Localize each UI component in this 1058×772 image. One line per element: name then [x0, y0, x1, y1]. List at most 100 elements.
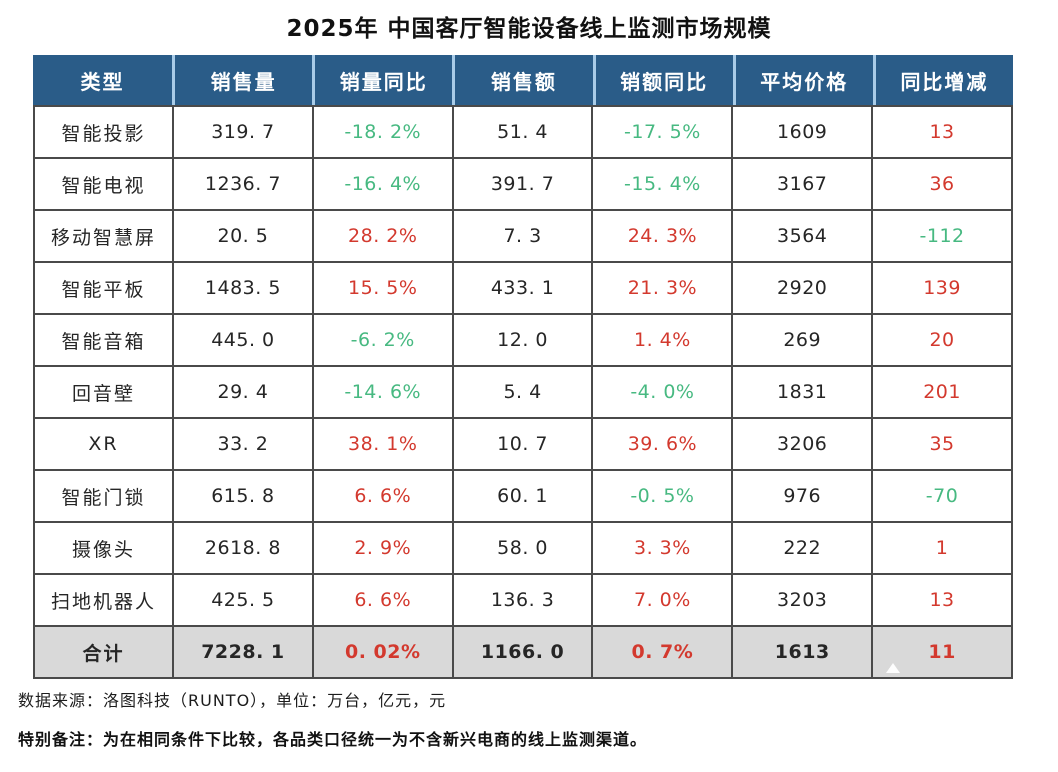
row-label: 智能平板	[33, 261, 174, 315]
table-cell: 2920	[731, 261, 874, 315]
table-cell: 5. 4	[451, 365, 594, 419]
table-cell: 3206	[731, 417, 874, 471]
table-cell: 1613	[731, 625, 874, 679]
table-cell: -4. 0%	[591, 365, 734, 419]
table-cell: 39. 6%	[591, 417, 734, 471]
row-label: 移动智慧屏	[33, 209, 174, 263]
table-cell: 976	[731, 469, 874, 523]
special-remark-note: 特别备注：为在相同条件下比较，各品类口径统一为不含新兴电商的线上监测渠道。	[18, 730, 648, 749]
row-label: 摄像头	[33, 521, 174, 575]
table-cell: 21. 3%	[591, 261, 734, 315]
column-header-0: 类型	[80, 69, 125, 94]
column-header-6: 同比增减	[872, 55, 1013, 105]
table-cell: 28. 2%	[311, 209, 454, 263]
row-label: 智能音箱	[33, 313, 174, 367]
market-table: 类型 销售量 销量同比 销售额 销额同比 平均价格 同比增减 智能投影 319. 7 -18. …	[33, 55, 1013, 679]
table-row: 摄像头 2618. 8 2. 9% 58. 0 3. 3% 222 1	[33, 521, 1013, 575]
table-cell: 33. 2	[172, 417, 314, 471]
table-cell: 20. 5	[172, 209, 314, 263]
table-cell: 51. 4	[451, 105, 594, 159]
data-source-note: 数据来源：洛图科技（RUNTO），单位：万台，亿元，元	[18, 691, 447, 710]
table-cell: -17. 5%	[591, 105, 734, 159]
table-cell: 2. 9%	[311, 521, 454, 575]
table-cell: 12. 0	[451, 313, 594, 367]
table-cell: 1609	[731, 105, 874, 159]
row-label: XR	[33, 417, 174, 471]
table-cell: 615. 8	[172, 469, 314, 523]
table-cell: 1. 4%	[591, 313, 734, 367]
table-cell: 60. 1	[451, 469, 594, 523]
table-cell: 1236. 7	[172, 157, 314, 211]
table-cell: 38. 1%	[311, 417, 454, 471]
table-row: 智能投影 319. 7 -18. 2% 51. 4 -17. 5% 1609 13	[33, 105, 1013, 159]
table-cell: 15. 5%	[311, 261, 454, 315]
total-row: 合计 7228. 1 0. 02% 1166. 0 0. 7% 1613 11	[33, 625, 1013, 679]
table-cell: 58. 0	[451, 521, 594, 575]
table-cell: 1831	[731, 365, 874, 419]
table-cell: 433. 1	[451, 261, 594, 315]
table-row: 智能门锁 615. 8 6. 6% 60. 1 -0. 5% 976 -70	[33, 469, 1013, 523]
table-cell: 36	[871, 157, 1013, 211]
table-row: 移动智慧屏 20. 5 28. 2% 7. 3 24. 3% 3564 -112	[33, 209, 1013, 263]
watermark-triangle-icon	[886, 663, 900, 673]
table-cell: 1483. 5	[172, 261, 314, 315]
table-cell: 3. 3%	[591, 521, 734, 575]
table-cell: 3167	[731, 157, 874, 211]
page-title: 2025年 中国客厅智能设备线上监测市场规模	[286, 16, 772, 42]
table-cell: 319. 7	[172, 105, 314, 159]
table-cell: 139	[871, 261, 1013, 315]
table-cell: 10. 7	[451, 417, 594, 471]
table-cell: 35	[871, 417, 1013, 471]
table-cell: 6. 6%	[311, 469, 454, 523]
table-cell: -70	[871, 469, 1013, 523]
column-header-4: 销额同比	[592, 55, 733, 105]
table-cell: -15. 4%	[591, 157, 734, 211]
table-cell: 7. 3	[451, 209, 594, 263]
row-label: 回音壁	[33, 365, 174, 419]
table-cell: 3203	[731, 573, 874, 627]
table-cell: 391. 7	[451, 157, 594, 211]
table-cell: -6. 2%	[311, 313, 454, 367]
table-cell: 24. 3%	[591, 209, 734, 263]
table-cell: 2618. 8	[172, 521, 314, 575]
table-cell: 0. 7%	[591, 625, 734, 679]
row-label: 智能投影	[33, 105, 174, 159]
table-cell: 20	[871, 313, 1013, 367]
column-header-3: 销售额	[452, 55, 592, 105]
table-row: 扫地机器人 425. 5 6. 6% 136. 3 7. 0% 3203 13	[33, 573, 1013, 627]
table-cell: 136. 3	[451, 573, 594, 627]
table-cell: 201	[871, 365, 1013, 419]
table-cell: 7. 0%	[591, 573, 734, 627]
table-cell: 6. 6%	[311, 573, 454, 627]
table-cell: 13	[871, 573, 1013, 627]
table-cell: 29. 4	[172, 365, 314, 419]
table-cell: 0. 02%	[311, 625, 454, 679]
table-cell: -18. 2%	[311, 105, 454, 159]
table-row: 智能平板 1483. 5 15. 5% 433. 1 21. 3% 2920 139	[33, 261, 1013, 315]
table-header-row: 类型 销售量 销量同比 销售额 销额同比 平均价格 同比增减	[33, 55, 1013, 105]
column-header-2: 销量同比	[312, 55, 452, 105]
table-row: 回音壁 29. 4 -14. 6% 5. 4 -4. 0% 1831 201	[33, 365, 1013, 419]
table-cell: -16. 4%	[311, 157, 454, 211]
row-label: 扫地机器人	[33, 573, 174, 627]
row-label: 智能电视	[33, 157, 174, 211]
table-body: 智能投影 319. 7 -18. 2% 51. 4 -17. 5% 1609 13 智能电视 1…	[33, 105, 1013, 679]
table-row: XR 33. 2 38. 1% 10. 7 39. 6% 3206 35	[33, 417, 1013, 471]
table-cell: -14. 6%	[311, 365, 454, 419]
table-cell: 7228. 1	[172, 625, 314, 679]
table-row: 智能电视 1236. 7 -16. 4% 391. 7 -15. 4% 3167 36	[33, 157, 1013, 211]
table-cell: 3564	[731, 209, 874, 263]
table-cell: 445. 0	[172, 313, 314, 367]
column-header-5: 平均价格	[732, 55, 873, 105]
column-header-1: 销售量	[172, 55, 312, 105]
table-row: 智能音箱 445. 0 -6. 2% 12. 0 1. 4% 269 20	[33, 313, 1013, 367]
table-cell: 222	[731, 521, 874, 575]
table-cell: -112	[871, 209, 1013, 263]
table-cell: 1	[871, 521, 1013, 575]
row-label: 智能门锁	[33, 469, 174, 523]
row-label: 合计	[33, 625, 174, 679]
table-cell: 425. 5	[172, 573, 314, 627]
table-cell: 1166. 0	[451, 625, 594, 679]
table-cell: -0. 5%	[591, 469, 734, 523]
